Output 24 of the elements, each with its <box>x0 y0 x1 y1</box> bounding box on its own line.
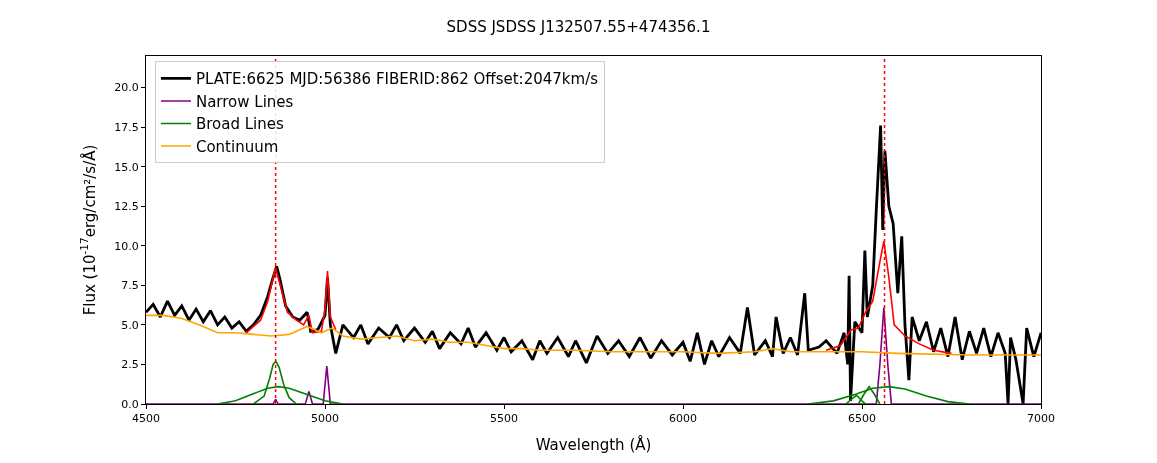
y-tick-label: 5.0 <box>121 318 139 332</box>
line-series <box>146 306 1041 404</box>
y-tick-label: 10.0 <box>114 239 139 253</box>
y-tick-label: 15.0 <box>114 160 139 174</box>
y-tick-label: 17.5 <box>114 121 139 135</box>
y-tick-label: 2.5 <box>121 358 139 372</box>
x-tick-label: 7000 <box>1027 412 1055 426</box>
legend-label: PLATE:6625 MJD:56386 FIBERID:862 Offset:2047km/s <box>195 70 599 89</box>
x-tick-label: 6000 <box>669 412 697 426</box>
x-tick-label: 4500 <box>132 412 160 426</box>
y-tick-label: 7.5 <box>121 279 139 293</box>
x-tick-label: 5000 <box>311 412 339 426</box>
line-series <box>146 314 1041 356</box>
line-series <box>807 385 971 404</box>
chart-title: SDSS JSDSS J132507.55+474356.1 <box>446 18 711 37</box>
legend-label: Narrow Lines <box>195 92 294 111</box>
y-tick-label: 12.5 <box>114 200 139 214</box>
y-tick-label: 0.0 <box>121 397 139 411</box>
x-axis-title: Wavelength (Å) <box>535 435 652 455</box>
y-tick-label: 20.0 <box>114 81 139 95</box>
x-tick-label: 6500 <box>848 412 876 426</box>
legend-label: Broad Lines <box>195 115 284 134</box>
x-tick-label: 5500 <box>490 412 518 426</box>
legend-label: Continuum <box>195 137 279 156</box>
